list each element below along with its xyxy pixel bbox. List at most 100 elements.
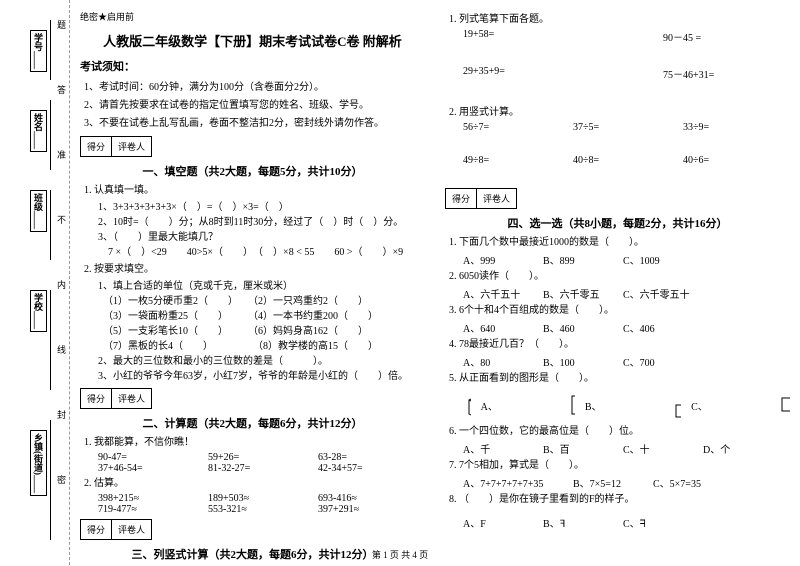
seal-text: 不 — [55, 215, 68, 224]
seal-text: 题 — [55, 20, 68, 29]
score-cell: 得分 — [81, 389, 112, 408]
question: 3. 6个十和4个百组成的数是（ ）。 — [449, 303, 790, 318]
option: B、7×5=12 — [573, 475, 653, 490]
calc-item: 29+35+9= — [463, 66, 543, 81]
option: B、460 — [543, 320, 623, 335]
calc-item: 90－45 = — [663, 29, 743, 44]
question-line: 3、（ ）里最大能填几？ — [98, 230, 425, 245]
section-heading: 四、选一选（共8小题，每题2分，共计16分） — [445, 215, 790, 231]
shape-a-icon — [571, 395, 575, 415]
option: A、640 — [463, 320, 543, 335]
binding-label: 乡镇(街道)____ — [30, 430, 47, 496]
option: A、7+7+7+7+7+35 — [463, 475, 573, 490]
calc-item: 59+26= — [208, 452, 288, 463]
calc-item: 37+46-54= — [98, 463, 178, 474]
calc-item: 63-28= — [318, 452, 398, 463]
option: D、个 — [703, 441, 783, 456]
question: 4. 78最接近几百？（ ）。 — [449, 337, 790, 352]
calc-item: 719-477≈ — [98, 504, 178, 515]
binding-line — [50, 100, 51, 170]
question: 1. 我都能算，不信你瞧！ — [84, 435, 425, 450]
question: 1. 认真填一填。 — [84, 183, 425, 198]
calc-item: 56÷7= — [463, 122, 543, 133]
secret-label: 绝密★启用前 — [80, 10, 425, 23]
option: A、80 — [463, 354, 543, 369]
option: B、 — [585, 398, 665, 413]
option: A、六千五十 — [463, 286, 543, 301]
option: B、100 — [543, 354, 623, 369]
calc-item: 19+58= — [463, 29, 543, 44]
question-line: 1、填上合适的单位（克或千克，厘米或米） — [98, 279, 425, 294]
calc-item: 397+291≈ — [318, 504, 398, 515]
option: B、899 — [543, 252, 623, 267]
option: C、ᖷ — [623, 515, 703, 530]
binding-label: 学号____ — [30, 30, 47, 72]
question: 2. 估算。 — [84, 476, 425, 491]
page-footer: 第 1 页 共 4 页 — [0, 548, 800, 561]
option: C、406 — [623, 320, 703, 335]
calc-item: 553-321≈ — [208, 504, 288, 515]
score-cell: 得分 — [81, 520, 112, 539]
right-column: 1. 列式笔算下面各题。 19+58= 90－45 = 29+35+9= 75－46… — [445, 10, 790, 566]
calc-item: 398+215≈ — [98, 493, 178, 504]
binding-line — [50, 290, 51, 390]
seal-text: 线 — [55, 345, 68, 354]
calc-item: 37÷5= — [573, 122, 653, 133]
score-box: 得分 评卷人 — [80, 136, 152, 157]
notice-item: 2、请首先按要求在试卷的指定位置填写您的姓名、班级、学号。 — [84, 96, 425, 111]
question: 1. 列式笔算下面各题。 — [449, 12, 790, 27]
option: A、999 — [463, 252, 543, 267]
calc-item: 90-47= — [98, 452, 178, 463]
seal-text: 答 — [55, 85, 68, 94]
score-cell: 评卷人 — [112, 137, 151, 156]
score-cell: 评卷人 — [112, 389, 151, 408]
seal-text: 内 — [55, 280, 68, 289]
question: 1. 下面几个数中最接近1000的数是（ ）。 — [449, 235, 790, 250]
calc-item: 81-32-27= — [208, 463, 288, 474]
binding-label: 班级____ — [30, 190, 47, 232]
notice-item: 1、考试时间：60分钟，满分为100分（含卷面分2分）。 — [84, 78, 425, 93]
calc-item: 40÷6= — [683, 155, 763, 166]
binding-label: 学校____ — [30, 290, 47, 332]
option: C、1009 — [623, 252, 703, 267]
question-line: 3、小红的爷爷今年63岁，小红7岁，爷爷的年龄是小红的（ ）倍。 — [98, 369, 425, 384]
option: A、 — [481, 398, 561, 413]
calc-item: 33÷9= — [683, 122, 763, 133]
question-line: （3）一袋面粉重25（ ） （4）一本书约重200（ ） — [98, 309, 425, 324]
shape-b-icon — [675, 392, 681, 418]
cube-3d-icon — [463, 388, 471, 422]
question-line: 2、10时=（ ）分；从8时到11时30分，经过了（ ）时（ ）分。 — [98, 215, 425, 230]
calc-item: 693-416≈ — [318, 493, 398, 504]
option: C、十 — [623, 441, 703, 456]
question-line: （7）黑板的长4（ ） （8）教学楼的高15（ ） — [98, 339, 425, 354]
option: B、ꟻ — [543, 515, 623, 530]
notice-heading: 考试须知： — [80, 58, 425, 74]
score-cell: 得分 — [446, 189, 477, 208]
score-cell: 评卷人 — [477, 189, 516, 208]
calc-item: 42-34+57= — [318, 463, 398, 474]
calc-item: 75－46+31= — [663, 66, 743, 81]
left-column: 绝密★启用前 人教版二年级数学【下册】期末考试试卷C卷 附解析 考试须知： 1、… — [80, 10, 425, 566]
question-line: 1、3+3+3+3+3+3×（ ）=（ ）×3=（ ） — [98, 200, 425, 215]
option: A、千 — [463, 441, 543, 456]
shape-c-icon — [781, 397, 790, 413]
option: B、百 — [543, 441, 623, 456]
option: C、 — [691, 398, 771, 413]
option: C、5×7=35 — [653, 475, 733, 490]
binding-line — [50, 20, 51, 80]
exam-title: 人教版二年级数学【下册】期末考试试卷C卷 附解析 — [80, 31, 425, 50]
question-line: （5）一支彩笔长10（ ） （6）妈妈身高162（ ） — [98, 324, 425, 339]
question: 8. （ ）是你在镜子里看到的F的样子。 — [449, 492, 790, 507]
question-line: 7 ×（ ）<29 40>5×（ ） （ ）×8 < 55 60 >（ ）×9 — [98, 245, 425, 260]
binding-line — [50, 420, 51, 540]
question-line: 2、最大的三位数和最小的三位数的差是（ ）。 — [98, 354, 425, 369]
calc-item: 49÷8= — [463, 155, 543, 166]
seal-text: 封 — [55, 410, 68, 419]
option: A、F — [463, 515, 543, 530]
option: B、六千零五 — [543, 286, 623, 301]
calc-item: 40÷8= — [573, 155, 653, 166]
question-line: （1）一枚5分硬币重2（ ） （2）一只鸡重约2（ ） — [98, 294, 425, 309]
binding-line — [50, 190, 51, 260]
score-box: 得分 评卷人 — [80, 519, 152, 540]
calc-item: 189+503≈ — [208, 493, 288, 504]
